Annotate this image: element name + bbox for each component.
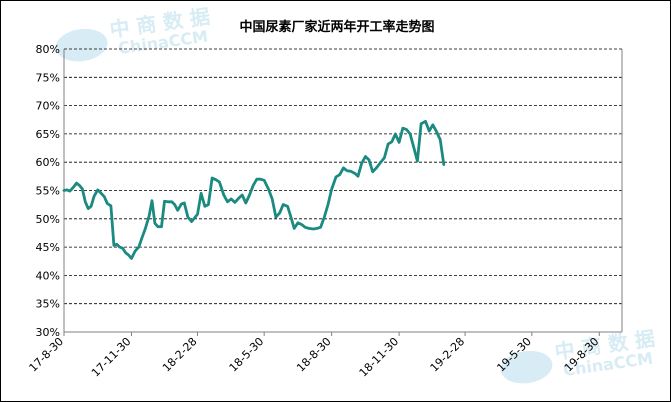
y-tick-label: 45% — [36, 241, 60, 254]
series-line — [62, 120, 446, 260]
y-tick-label: 75% — [36, 71, 60, 84]
y-tick-label: 80% — [36, 43, 60, 56]
x-tick-label: 19-2-28 — [428, 335, 468, 375]
y-tick-label: 65% — [36, 128, 60, 141]
watermark-globe-icon — [55, 28, 108, 62]
y-axis-tick-labels: 30% 35% 40% 45% 50% 55% 60% 65% 70% 75% 80% — [36, 43, 60, 339]
grid-lines — [64, 48, 622, 305]
x-tick-label: 18-8-30 — [294, 335, 334, 375]
y-tick-label: 70% — [36, 100, 60, 113]
y-tick-label: 35% — [36, 298, 60, 311]
y-tick-label: 60% — [36, 156, 60, 169]
x-tick-label: 18-2-28 — [160, 335, 200, 375]
axes — [63, 49, 623, 336]
x-tick-label: 17-11-30 — [89, 335, 134, 380]
series-layer — [62, 120, 446, 260]
y-tick-label: 55% — [36, 185, 60, 198]
x-tick-label: 18-5-30 — [227, 335, 267, 375]
y-tick-label: 30% — [36, 326, 60, 339]
y-tick-label: 40% — [36, 269, 60, 282]
chart-title: 中国尿素厂家近两年开工率走势图 — [239, 19, 434, 35]
watermark-globe-icon — [500, 350, 553, 384]
x-tick-label: 18-11-30 — [357, 335, 402, 380]
x-tick-label: 17-8-30 — [27, 335, 67, 375]
y-tick-label: 50% — [36, 213, 60, 226]
